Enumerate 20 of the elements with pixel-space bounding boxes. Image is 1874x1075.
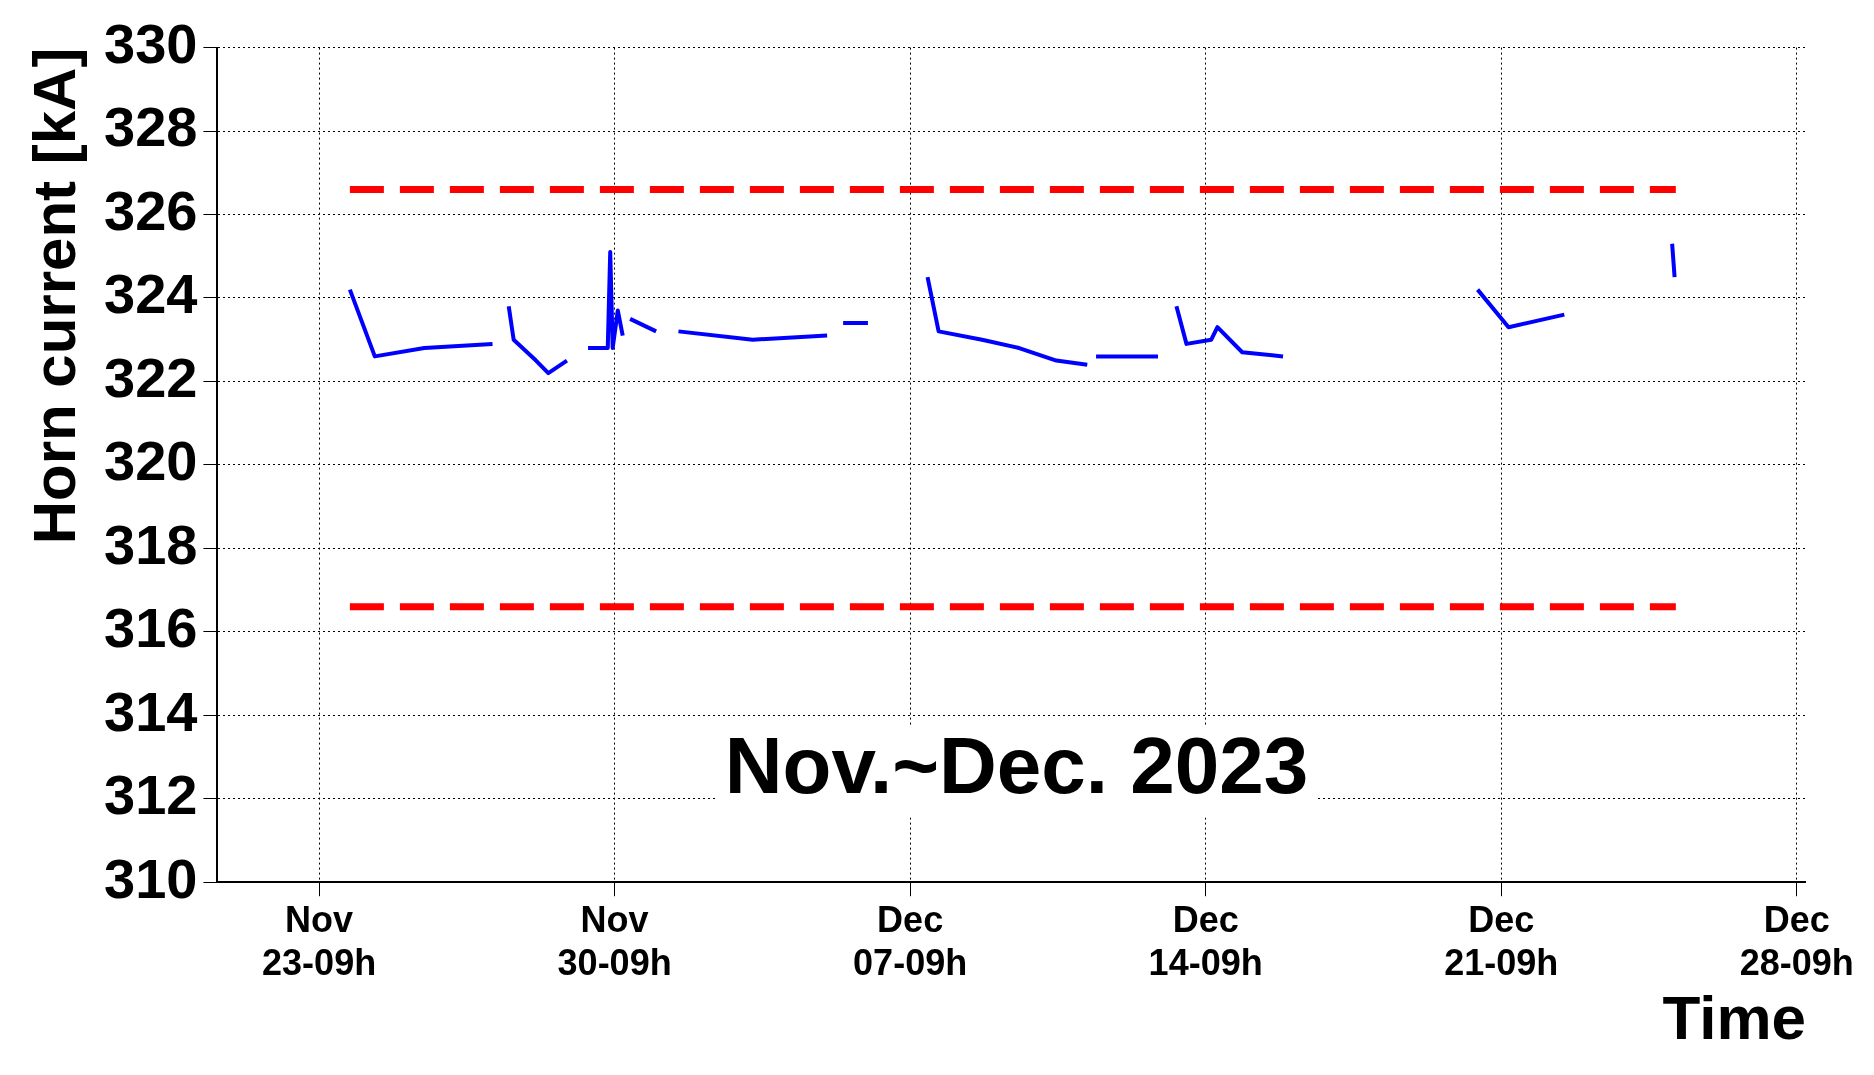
annotation: Nov.~Dec. 2023 — [724, 721, 1309, 811]
y-tick-label: 330 — [104, 12, 198, 76]
x-tick-label: Dec 14-09h — [1148, 898, 1263, 983]
y-tick-label: 312 — [104, 763, 198, 827]
y-tick-label: 326 — [104, 178, 198, 242]
x-axis-title: Time — [1662, 982, 1806, 1052]
y-tick-label: 314 — [104, 679, 198, 743]
y-tick-label: 320 — [104, 429, 198, 493]
y-tick-label: 324 — [104, 262, 198, 326]
x-tick-label: Dec 07-09h — [853, 898, 968, 983]
y-tick-label: 316 — [104, 596, 198, 660]
x-tick-label: Nov 30-09h — [557, 898, 672, 983]
y-tick-label: 322 — [104, 345, 198, 409]
y-tick-label: 310 — [104, 846, 198, 910]
y-tick-label: 328 — [104, 95, 198, 159]
y-tick-label: 318 — [104, 512, 198, 576]
x-tick-label: Dec 21-09h — [1444, 898, 1559, 983]
y-axis-title: Horn current [kA] — [20, 47, 88, 545]
x-tick-label: Nov 23-09h — [262, 898, 377, 983]
x-tick-label: Dec 28-09h — [1739, 898, 1854, 983]
